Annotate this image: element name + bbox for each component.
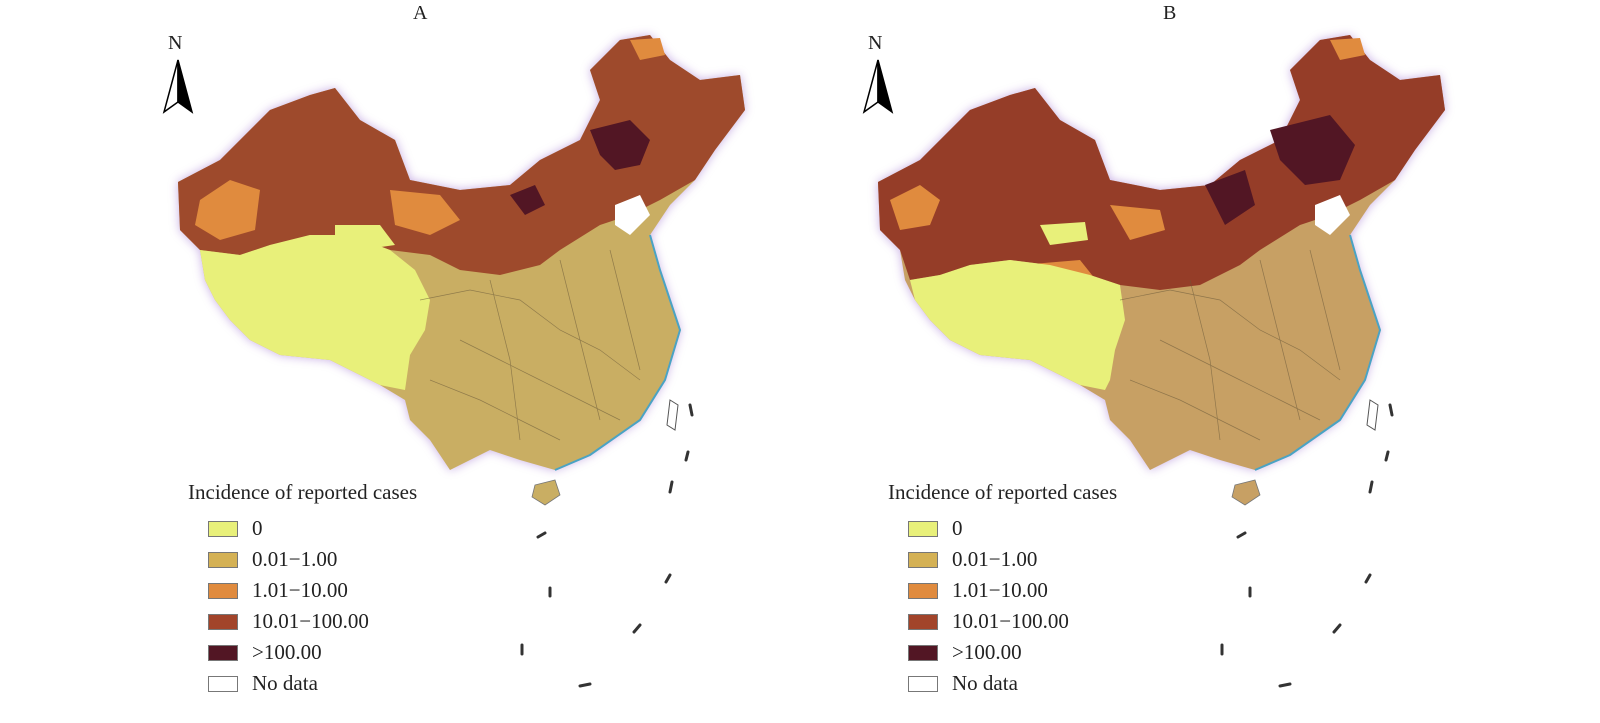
legend-swatch	[208, 675, 238, 692]
legend-swatch	[908, 613, 938, 630]
map-region-zero-tibet	[910, 260, 1125, 390]
north-arrow-icon	[862, 59, 894, 114]
legend-swatch	[208, 520, 238, 537]
map-region-zero-tibet	[200, 235, 430, 390]
legend-label: 0	[952, 516, 963, 540]
map-taiwan	[666, 399, 679, 431]
legend-item: 10.01−100.00	[188, 606, 417, 637]
map-region-very-high-2	[510, 185, 545, 215]
legend-item: No data	[188, 668, 417, 699]
map-region-moderate-2	[390, 190, 460, 235]
map-region-moderate-4	[1330, 38, 1365, 60]
legend-label: 0	[252, 516, 263, 540]
legend-label: 10.01−100.00	[952, 609, 1069, 633]
legend-label: 0.01−1.00	[952, 547, 1038, 571]
map-sea-boundary	[520, 403, 694, 688]
north-letter: N	[168, 32, 183, 54]
map-region-moderate-1	[890, 185, 940, 230]
map-province-boundaries	[1119, 249, 1341, 441]
legend-swatch	[908, 520, 938, 537]
map-panel-b: B	[860, 0, 1600, 723]
map-region-very-high-1	[590, 120, 650, 170]
legend-item: No data	[888, 668, 1117, 699]
map-panel-a: A	[160, 0, 900, 723]
legend-swatch	[908, 582, 938, 599]
legend-label: No data	[952, 671, 1018, 695]
legend-label: 1.01−10.00	[952, 578, 1048, 602]
legend-label: 1.01−10.00	[252, 578, 348, 602]
north-arrow: N	[160, 32, 200, 122]
north-letter: N	[868, 32, 883, 54]
legend-item: 0	[888, 513, 1117, 544]
legend: Incidence of reported cases 0 0.01−1.00 …	[888, 480, 1117, 699]
legend-label: >100.00	[952, 640, 1022, 664]
legend-label: 10.01−100.00	[252, 609, 369, 633]
legend-item: >100.00	[888, 637, 1117, 668]
map-bohai-bay	[1315, 195, 1350, 235]
legend-item: 1.01−10.00	[888, 575, 1117, 606]
legend-swatch	[208, 644, 238, 661]
map-region-very-high-1	[1270, 115, 1355, 185]
legend-swatch	[208, 582, 238, 599]
legend-swatch	[208, 613, 238, 630]
legend-item: >100.00	[188, 637, 417, 668]
legend-swatch	[908, 644, 938, 661]
map-region-north-belt	[878, 35, 1445, 290]
map-region-zero-2	[335, 225, 395, 250]
map-region-moderate-3	[1110, 205, 1165, 240]
legend-label: 0.01−1.00	[252, 547, 338, 571]
map-region-moderate-4	[630, 38, 665, 60]
map-sea-boundary	[1220, 403, 1394, 688]
map-coastline	[554, 234, 682, 471]
legend-item: 1.01−10.00	[188, 575, 417, 606]
legend: Incidence of reported cases 0 0.01−1.00 …	[188, 480, 417, 699]
legend-label: No data	[252, 671, 318, 695]
map-province-boundaries	[419, 249, 641, 441]
map-region-very-high-2	[1205, 170, 1255, 225]
legend-swatch	[908, 551, 938, 568]
panel-label: A	[413, 2, 428, 24]
legend-item: 10.01−100.00	[888, 606, 1117, 637]
legend-swatch	[908, 675, 938, 692]
map-bohai-bay	[615, 195, 650, 235]
legend-item: 0.01−1.00	[888, 544, 1117, 575]
legend-label: >100.00	[252, 640, 322, 664]
legend-title: Incidence of reported cases	[188, 480, 418, 504]
china-choropleth-map	[878, 35, 1445, 688]
legend-item: 0	[188, 513, 417, 544]
north-arrow-icon	[162, 59, 194, 114]
panel-label: B	[1163, 2, 1177, 24]
map-hainan	[531, 479, 561, 506]
north-arrow: N	[860, 32, 900, 122]
map-region-north-belt	[178, 35, 745, 275]
map-region-moderate-1	[195, 180, 260, 240]
legend-swatch	[208, 551, 238, 568]
map-region-zero-2	[1040, 222, 1088, 245]
legend-title: Incidence of reported cases	[888, 480, 1118, 504]
map-taiwan	[1366, 399, 1379, 431]
china-choropleth-map	[178, 35, 745, 688]
legend-item: 0.01−1.00	[188, 544, 417, 575]
map-hainan	[1231, 479, 1261, 506]
map-coastline	[1254, 234, 1382, 471]
